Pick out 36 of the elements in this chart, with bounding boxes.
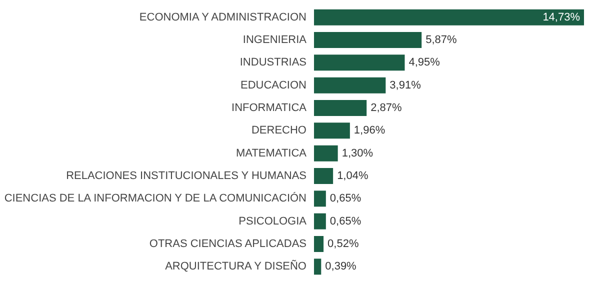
bar bbox=[314, 213, 326, 230]
bar bbox=[314, 9, 584, 26]
data-label: 0,65% bbox=[330, 215, 362, 228]
data-label: 0,39% bbox=[325, 260, 357, 273]
bar bbox=[314, 54, 405, 71]
y-tick-label: DERECHO bbox=[251, 124, 307, 137]
bar bbox=[314, 100, 367, 116]
data-label: 4,95% bbox=[408, 56, 440, 69]
bar bbox=[314, 122, 350, 139]
bar bbox=[314, 77, 386, 94]
y-tick-label: MATEMATICA bbox=[236, 147, 308, 160]
y-tick-label: INFORMATICA bbox=[232, 102, 308, 114]
y-tick-label: OTRAS CIENCIAS APLICADAS bbox=[149, 238, 306, 250]
bar bbox=[314, 145, 338, 162]
data-label: 5,87% bbox=[426, 34, 458, 46]
data-label: 1,04% bbox=[337, 170, 368, 182]
bar bbox=[314, 190, 326, 207]
y-tick-label: CIENCIAS DE LA INFORMACION Y DE LA COMUNICACIÓN bbox=[4, 192, 307, 205]
data-label: 3,91% bbox=[390, 79, 422, 92]
data-label: 0,52% bbox=[328, 238, 359, 250]
y-tick-label: ARQUITECTURA Y DISEÑO bbox=[165, 260, 307, 273]
data-label: 1,96% bbox=[354, 124, 386, 137]
y-tick-label: RELACIONES INSTITUCIONALES Y HUMANAS bbox=[66, 170, 306, 182]
bar bbox=[314, 236, 324, 252]
y-tick-label: EDUCACION bbox=[240, 79, 307, 92]
bar bbox=[314, 32, 422, 48]
data-label: 1,30% bbox=[342, 147, 374, 160]
data-label: 14,73% bbox=[542, 11, 580, 24]
y-tick-label: PSICOLOGIA bbox=[238, 215, 308, 228]
bar bbox=[314, 168, 334, 184]
bar bbox=[314, 258, 322, 275]
y-tick-label: INDUSTRIAS bbox=[240, 56, 306, 69]
y-tick-label: ECONOMIA Y ADMINISTRACION bbox=[139, 11, 307, 24]
data-label: 0,65% bbox=[330, 192, 362, 205]
y-tick-label: INGENIERIA bbox=[242, 34, 308, 46]
data-label: 2,87% bbox=[370, 102, 402, 114]
